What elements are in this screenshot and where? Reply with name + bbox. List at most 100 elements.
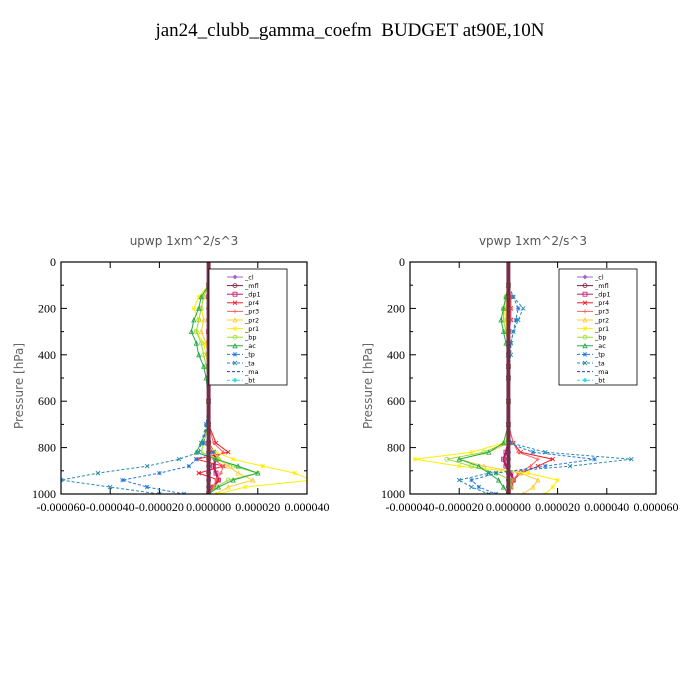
data-point-ac	[500, 484, 507, 490]
legend-marker	[232, 326, 238, 331]
data-point-pr3	[211, 440, 216, 445]
legend-marker	[582, 317, 588, 323]
data-point-pr2	[225, 484, 231, 490]
data-point-ac	[230, 477, 236, 483]
data-point-ta	[520, 306, 526, 311]
x-tick-label: 0.000020	[535, 500, 580, 514]
data-point-ta	[567, 463, 573, 469]
legend-marker	[232, 334, 238, 340]
data-point-pr3	[221, 464, 226, 469]
data-point-bp	[193, 329, 199, 335]
data-point-ac	[495, 477, 502, 483]
data-point-tp	[513, 317, 519, 323]
x-tick-label: -0.000020	[435, 500, 484, 514]
legend-box	[558, 268, 638, 386]
data-point-ac	[196, 351, 202, 358]
data-point-ta	[95, 470, 101, 476]
data-point-pr3	[511, 440, 516, 445]
data-point-ta	[629, 456, 634, 462]
series-line-pr2	[457, 262, 539, 494]
legend-marker	[232, 274, 238, 280]
data-point-pr1	[469, 449, 474, 455]
legend: _cl_mfl_dp1_pr4_pr3_pr2_pr1_bp_ac_tp_ta_…	[208, 268, 288, 386]
data-point-pr4	[550, 456, 555, 462]
y-tick-label: 800	[38, 441, 56, 455]
data-point-ac	[201, 363, 207, 369]
legend-label: _pr4	[244, 299, 259, 307]
data-point-pr1	[201, 340, 206, 346]
legend-label: _pr2	[594, 316, 609, 324]
data-point-ac	[193, 449, 199, 455]
x-tick-label: -0.000020	[135, 500, 184, 514]
data-point-tp	[120, 477, 125, 483]
data-point-bp	[198, 340, 204, 346]
data-point-pr1	[503, 317, 509, 323]
data-point-dp1	[211, 463, 216, 469]
data-point-bp	[201, 352, 207, 358]
data-point-pr1	[243, 484, 248, 490]
data-point-pr1	[555, 477, 560, 483]
legend-label: _bp	[244, 334, 257, 342]
data-point-bp	[469, 463, 474, 469]
y-tick-label: 400	[387, 348, 405, 362]
data-point-tp	[144, 484, 150, 490]
data-point-ta	[61, 477, 64, 483]
data-point-ta	[144, 463, 150, 469]
y-tick-label: 200	[38, 301, 56, 315]
data-point-ta	[511, 329, 516, 334]
legend-box	[208, 268, 288, 386]
panel-title: vpwp 1xm^2/s^3	[479, 234, 587, 248]
legend-label: _dp1	[594, 291, 611, 299]
x-tick-label: -0.000060	[37, 500, 86, 514]
data-point-tp	[186, 463, 192, 469]
legend-label: _tp	[594, 351, 605, 359]
data-point-ta	[196, 449, 202, 455]
data-point-ta	[107, 484, 113, 490]
data-point-ta	[486, 470, 492, 476]
data-point-tp	[211, 449, 216, 455]
panel-1: upwp 1xm^2/s^3 Pressure [hPa] 0 200 400 600 80…	[12, 234, 330, 514]
data-point-ac	[193, 340, 199, 346]
data-point-pr1	[213, 449, 219, 455]
legend-marker	[233, 309, 237, 314]
data-point-tp	[201, 440, 206, 446]
legend-marker	[582, 300, 588, 306]
legend-label: _pr2	[244, 316, 259, 324]
legend-marker	[232, 283, 238, 289]
legend-label: _mfl	[244, 282, 259, 290]
data-point-ac	[213, 456, 219, 462]
legend-marker	[582, 377, 588, 383]
data-point-ac	[255, 470, 261, 476]
legend-marker	[583, 309, 587, 314]
data-point-ac	[196, 305, 202, 311]
y-tick-label: 1000	[32, 487, 56, 501]
x-tick-label: 0.000000	[186, 500, 231, 514]
legend-marker	[582, 291, 588, 297]
data-point-pr2	[201, 317, 207, 323]
panel-title: upwp 1xm^2/s^3	[130, 234, 239, 248]
legend-label: _pr1	[594, 325, 609, 333]
data-point-ta	[456, 477, 462, 483]
series-line-ta	[457, 262, 632, 494]
legend-marker	[232, 291, 238, 297]
panel-2: vpwp 1xm^2/s^3 Pressure [hPa] 0 200 400 600 80…	[361, 234, 679, 514]
y-tick-label: 400	[38, 348, 56, 362]
y-tick-label: 0	[399, 255, 405, 269]
data-point-pr1	[292, 470, 297, 476]
x-tick-label: -0.000040	[386, 500, 435, 514]
legend-marker	[582, 334, 588, 340]
data-point-ta	[542, 449, 548, 455]
x-tick-label: 0.000040	[285, 500, 330, 514]
data-point-dp1	[213, 470, 219, 476]
data-point-pr1	[196, 294, 202, 300]
data-point-pr1	[310, 478, 314, 482]
data-point-pr3	[511, 478, 516, 483]
data-point-dp1	[501, 456, 506, 462]
y-tick-label: 200	[387, 301, 405, 315]
data-point-pr1	[412, 456, 418, 462]
data-point-pr3	[221, 450, 226, 455]
data-point-tp	[493, 470, 499, 476]
data-point-ta	[176, 456, 182, 462]
data-point-pr3	[211, 485, 216, 490]
